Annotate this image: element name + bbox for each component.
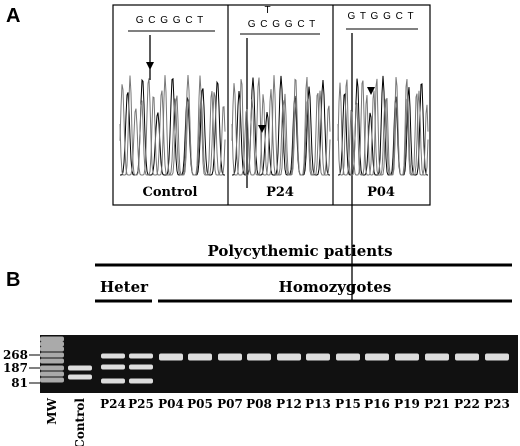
band <box>40 371 64 377</box>
bands <box>40 336 509 384</box>
lane-label: MW <box>45 397 59 424</box>
trace <box>231 75 331 176</box>
lane-label: P25 <box>128 397 154 411</box>
band <box>277 353 301 361</box>
band <box>40 341 64 347</box>
sequence: G T G G C T <box>347 11 414 22</box>
sequence: G C G G C T <box>136 15 205 26</box>
band <box>129 353 153 359</box>
subgroup: Heter <box>100 278 149 296</box>
lane-label: P12 <box>276 397 302 411</box>
size-marker: 81 <box>11 376 28 390</box>
lane-label: P24 <box>100 397 126 411</box>
panel-name: Control <box>143 185 198 200</box>
panel-label: A <box>6 5 20 27</box>
band <box>306 353 330 361</box>
band <box>101 353 125 359</box>
lane-label: P07 <box>217 397 243 411</box>
lane-label: P22 <box>454 397 480 411</box>
trace <box>231 77 331 176</box>
panel-label: B <box>6 269 20 291</box>
gel <box>40 335 518 393</box>
band <box>365 353 389 361</box>
lane-label: P04 <box>158 397 184 411</box>
subgroup: Homozygotes <box>279 278 392 296</box>
trace <box>337 78 429 176</box>
arrow-head <box>367 87 375 95</box>
arrow-head <box>146 62 154 70</box>
size-marker: 187 <box>3 361 28 375</box>
band <box>247 353 271 361</box>
band <box>129 364 153 370</box>
band <box>101 378 125 384</box>
lane-label: P15 <box>335 397 361 411</box>
band <box>40 352 64 358</box>
band <box>40 336 64 342</box>
group-title: Polycythemic patients <box>207 242 392 260</box>
lane-label: P16 <box>364 397 390 411</box>
band <box>395 353 419 361</box>
band <box>40 346 64 352</box>
lane-label: P08 <box>246 397 272 411</box>
arrow-head <box>258 125 266 133</box>
band <box>101 364 125 370</box>
band <box>218 353 242 361</box>
lane-labels: MW Control P24 P25 P04 P05 P07 P08 P12 P13 P15 P16 P… <box>45 397 510 446</box>
panel-name: P04 <box>367 185 395 200</box>
band <box>455 353 479 361</box>
sequence: G C G G C T <box>248 19 317 30</box>
lane-label: Control <box>73 398 87 446</box>
band <box>68 365 92 371</box>
trace <box>119 75 226 176</box>
band <box>68 374 92 380</box>
band <box>188 353 212 361</box>
band <box>336 353 360 361</box>
chromatograms <box>119 28 429 300</box>
band <box>159 353 183 361</box>
panel-a-frame <box>112 4 431 206</box>
band <box>485 353 509 361</box>
lane-label: P21 <box>424 397 450 411</box>
lane-label: P23 <box>484 397 510 411</box>
panel-name: P24 <box>266 185 294 200</box>
band <box>40 377 64 383</box>
band <box>40 358 64 364</box>
size-marker: 268 <box>3 348 28 362</box>
band <box>129 378 153 384</box>
variant: T <box>264 5 271 16</box>
lane-label: P13 <box>305 397 331 411</box>
band <box>40 365 64 371</box>
lane-label: P19 <box>394 397 420 411</box>
lane-label: P05 <box>187 397 213 411</box>
band <box>425 353 449 361</box>
